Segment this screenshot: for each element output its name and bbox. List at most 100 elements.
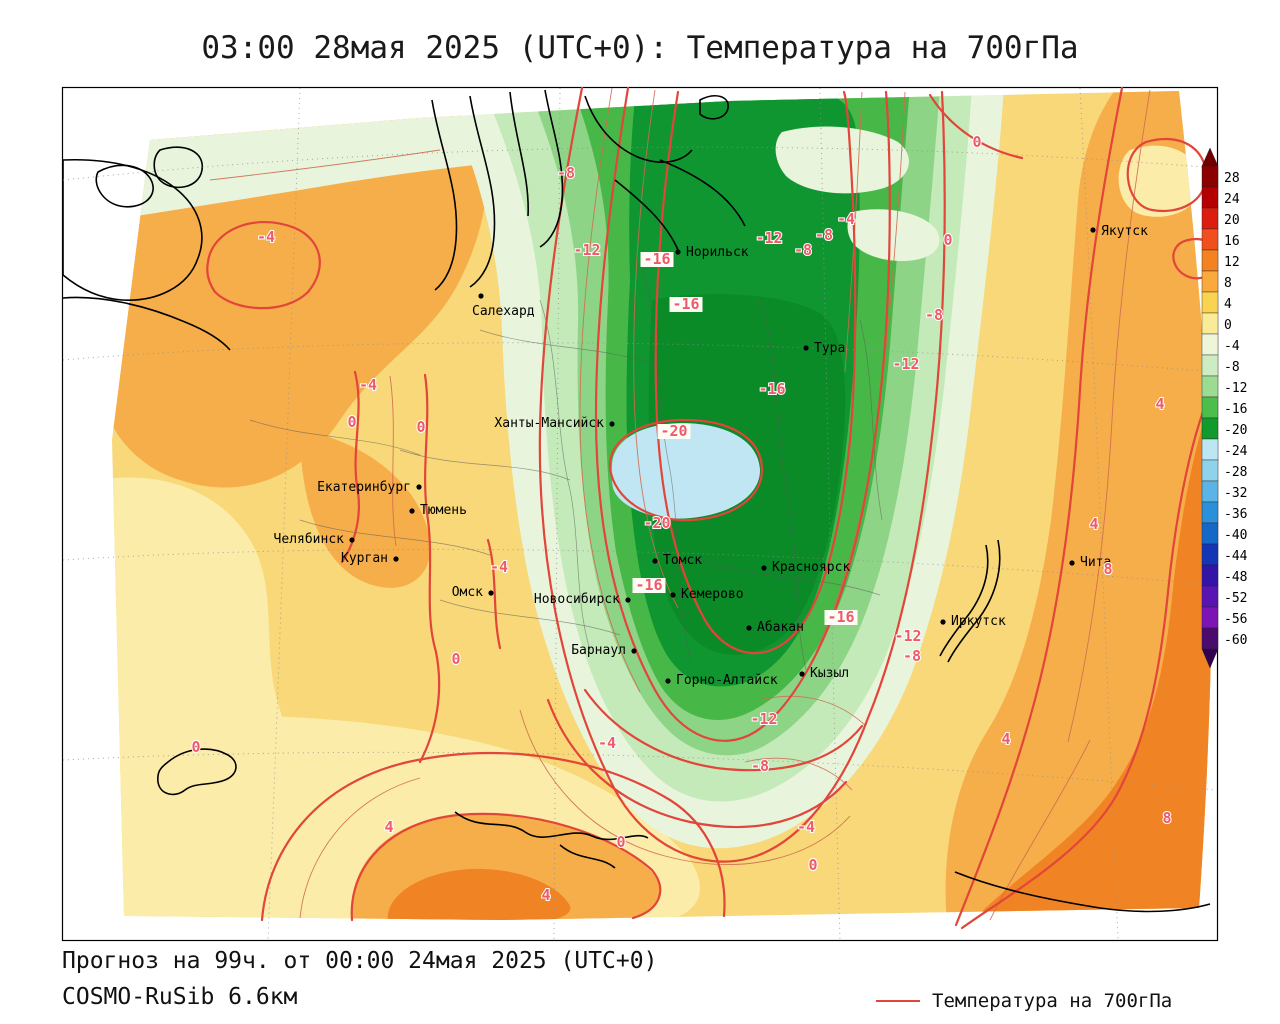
coastlines [157, 89, 1211, 913]
city-label: Норильск [686, 245, 749, 260]
city-marker: Иркутск [940, 614, 1006, 629]
temperature-fill-layers [112, 91, 1212, 920]
contour-label: 8 [1103, 560, 1112, 578]
contour-label: 0 [808, 856, 817, 874]
isotherm-8-east [960, 380, 1217, 930]
colorbar-cell [1201, 438, 1219, 461]
colorbar-label: -24 [1224, 444, 1248, 459]
city-dot [488, 590, 494, 596]
colorbar-cell [1201, 312, 1219, 335]
city-dot [1069, 560, 1075, 566]
model-info: COSMO-RuSib 6.6км [62, 984, 298, 1010]
city-dot [625, 597, 631, 603]
isotherm-4-east [954, 86, 1124, 927]
colorbar-label: -8 [1224, 360, 1240, 375]
colorbar-cell [1201, 417, 1219, 440]
colorbar-label: 24 [1224, 192, 1240, 207]
colorbar-label: -36 [1224, 507, 1247, 522]
isotherm-blob-ne [1126, 137, 1208, 213]
coastline-segment [509, 91, 529, 217]
colorbar-label: -60 [1224, 633, 1247, 648]
city-dot [349, 537, 355, 543]
city-dot [393, 556, 399, 562]
city-marker: Тура [803, 341, 845, 356]
coastline-segment [539, 89, 564, 248]
forecast-info: Прогноз на 99ч. от 00:00 24мая 2025 (UTC… [62, 948, 658, 974]
city-label: Красноярск [772, 560, 850, 575]
contour-label: -12 [573, 241, 600, 259]
city-marker: Екатеринбург [317, 480, 422, 495]
isotherm-minor [209, 149, 441, 181]
coastline-segment [584, 95, 693, 163]
contour-label: -16 [643, 250, 670, 268]
city-dot [609, 421, 615, 427]
colorbar-top-triangle [1201, 147, 1219, 167]
city-dot [670, 592, 676, 598]
city-marker: Кемерово [670, 587, 744, 602]
city-label: Барнаул [571, 643, 626, 658]
isotherm-neg20 [608, 418, 764, 522]
city-label: Курган [341, 551, 388, 566]
isotherm-minor [744, 757, 853, 791]
city-marker: Красноярск [761, 560, 850, 575]
admin-borders [249, 259, 883, 671]
isotherm-0-west [340, 370, 360, 564]
isotherm-neg8 [594, 86, 891, 742]
fill-ne-pale-band [775, 126, 909, 194]
colorbar-cell [1201, 249, 1219, 272]
city-label: Омск [452, 585, 483, 600]
city-label: Екатеринбург [317, 480, 411, 495]
city-marker: Барнаул [571, 643, 637, 658]
city-dot [675, 249, 681, 255]
isotherm-minor [633, 89, 679, 609]
fill-southeast-deep-orange [962, 378, 1212, 920]
contour-label: -8 [557, 164, 575, 182]
isotherm-neg8-south [583, 688, 864, 772]
contour-label-box [669, 297, 703, 312]
contour-label: 0 [616, 833, 625, 851]
city-label: Томск [663, 553, 702, 568]
colorbar-label: -16 [1224, 402, 1247, 417]
colorbar-label: 12 [1224, 255, 1240, 270]
city-marker: Челябинск [274, 532, 355, 547]
isotherm-neg16 [654, 90, 857, 655]
page-title: 03:00 28мая 2025 (UTC+0): Температура на… [201, 30, 1079, 66]
colorbar-cell [1201, 522, 1219, 545]
contour-label: -8 [751, 757, 769, 775]
colorbar-cell [1201, 564, 1219, 587]
city-marker: Якутск [1090, 224, 1148, 239]
city-label: Иркутск [951, 614, 1006, 629]
contour-label: 4 [541, 886, 550, 904]
city-marker: Норильск [675, 245, 749, 260]
fill-ne-pale-band2 [847, 209, 940, 262]
admin-border [539, 299, 591, 651]
admin-border [439, 599, 621, 636]
city-dot [652, 558, 658, 564]
city-dot [761, 565, 767, 571]
city-marker: Чита [1069, 555, 1111, 570]
admin-border [479, 329, 656, 366]
city-dot [940, 619, 946, 625]
colorbar-cell [1201, 459, 1219, 482]
contour-label: 8 [1162, 809, 1171, 827]
contour-labels-layer: -8-12 -16-16-12-8-8-400-8-12-16-20-20-16-… [190, 132, 1172, 905]
admin-border [699, 559, 881, 596]
colorbar-cell [1201, 627, 1219, 650]
colorbar-label: 20 [1224, 213, 1240, 228]
coastline-island [95, 164, 154, 208]
lake-baikal-shore [947, 539, 1001, 663]
colorbar-label: 16 [1224, 234, 1240, 249]
city-dot [1090, 227, 1096, 233]
colorbar-label: 0 [1224, 318, 1232, 333]
mountain-border [559, 844, 616, 869]
city-marker: Ханты-Мансийск [494, 416, 615, 431]
isotherm-0-south [260, 751, 726, 922]
colorbar-label: -12 [1224, 381, 1247, 396]
fill-cold-core-blue [611, 423, 761, 519]
city-marker: Кызыл [799, 666, 849, 681]
contour-label-box [824, 610, 858, 625]
contour-label: -16 [635, 576, 662, 594]
graticule-line [819, 87, 841, 942]
colorbar-label: -52 [1224, 591, 1247, 606]
